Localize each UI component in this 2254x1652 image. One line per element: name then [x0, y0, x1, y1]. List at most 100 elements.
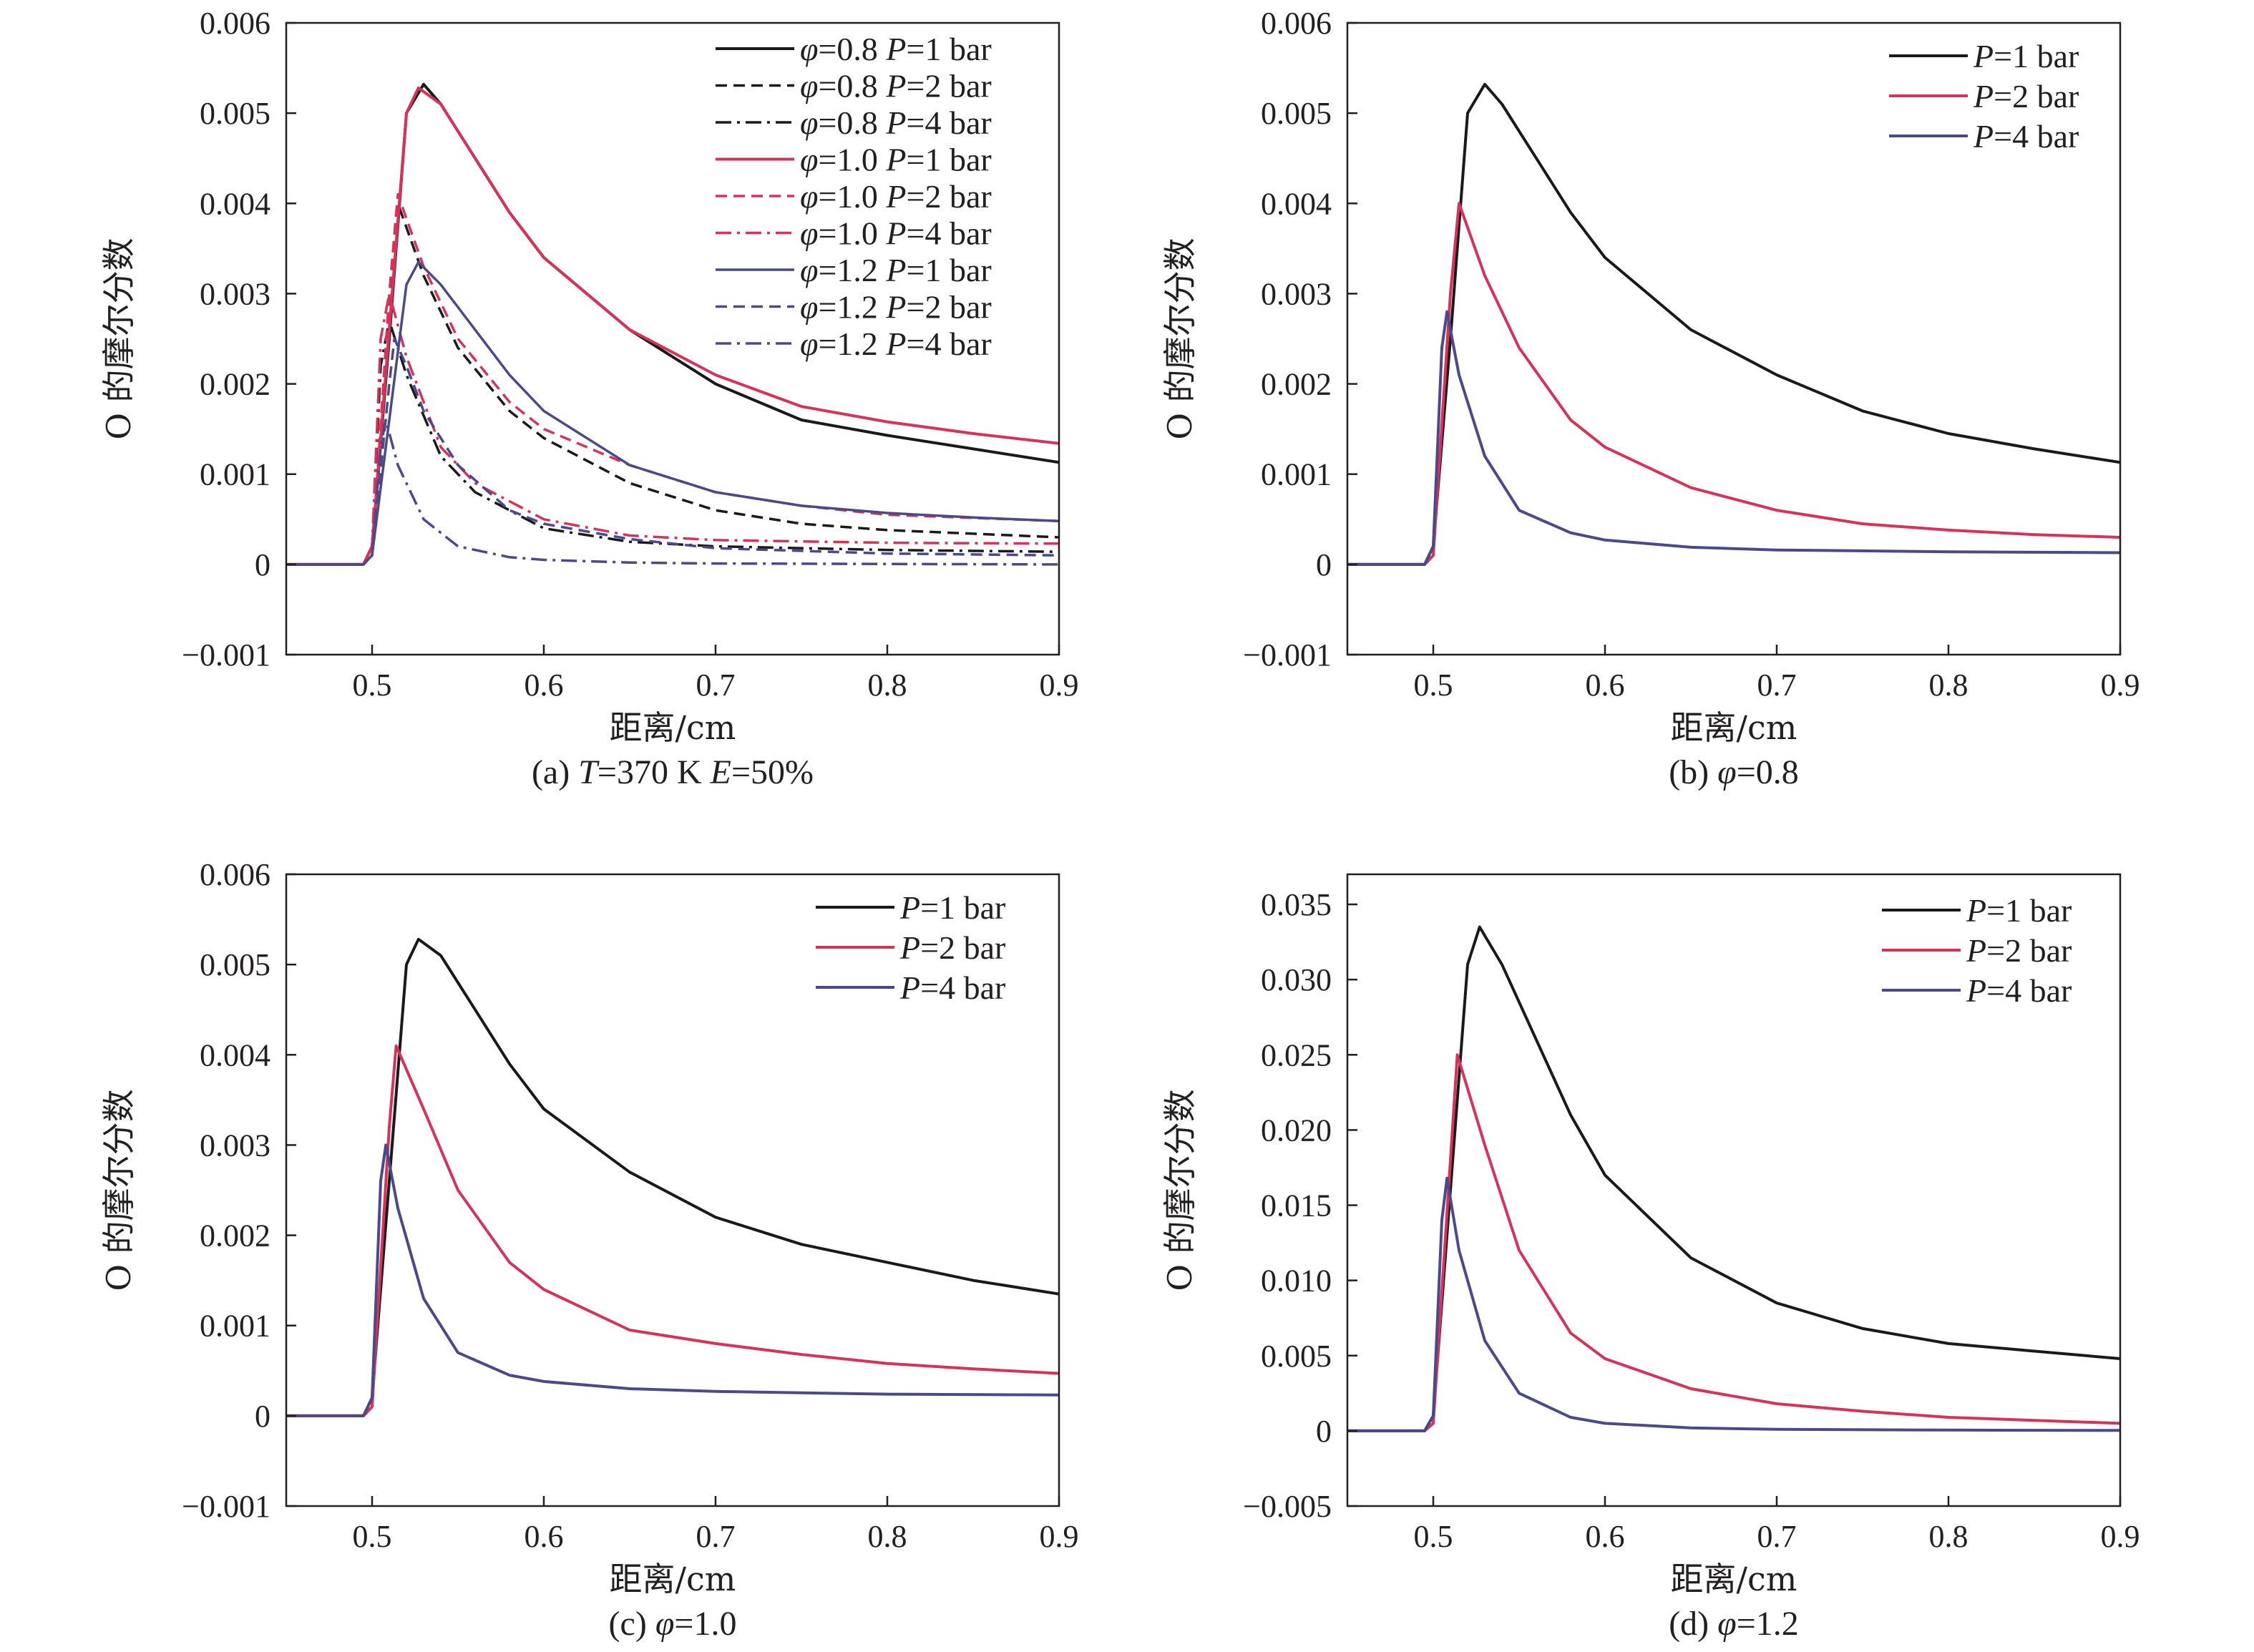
- y-tick-label: −0.001: [182, 637, 270, 673]
- y-tick-label: 0.030: [1261, 962, 1332, 997]
- x-tick-label: 0.6: [525, 1519, 564, 1554]
- y-tick-label: 0.025: [1261, 1037, 1332, 1072]
- x-tick-label: 0.7: [1757, 668, 1797, 703]
- y-tick-label: 0: [1316, 547, 1332, 582]
- x-tick-label: 0.9: [2101, 1519, 2140, 1554]
- x-tick-label: 0.5: [1414, 668, 1453, 703]
- y-tick-label: 0.005: [200, 947, 270, 982]
- series-group: [1347, 82, 2120, 566]
- series-line-9: [286, 419, 1059, 566]
- series-line-3: [1347, 1176, 2120, 1432]
- y-axis-label: O 的摩尔分数: [1161, 238, 1199, 439]
- series-line-3: [286, 1143, 1059, 1417]
- legend: P=1 bar P=2 bar P=4 bar: [1889, 38, 2079, 155]
- y-axis-label: O 的摩尔分数: [99, 1089, 138, 1291]
- y-tick-label: 0.004: [200, 186, 270, 221]
- legend-entry: P=2 bar: [899, 929, 1005, 966]
- y-tick-label: 0: [255, 547, 270, 582]
- x-axis-label: 距离/cm: [610, 1560, 736, 1598]
- series-line-2: [286, 1044, 1059, 1417]
- y-tick-label: 0.002: [200, 1218, 270, 1253]
- y-tick-label: 0.005: [200, 96, 270, 131]
- y-tick-label: 0.020: [1261, 1113, 1332, 1148]
- y-tick-label: 0.035: [1261, 887, 1332, 922]
- y-tick-label: 0.005: [1261, 96, 1332, 131]
- y-tick-label: 0.003: [1261, 276, 1332, 311]
- y-tick-label: 0.006: [200, 6, 270, 41]
- legend-entry: φ=1.0 P=4 bar: [800, 215, 992, 252]
- x-tick-label: 0.8: [868, 1519, 907, 1554]
- x-tick-label: 0.8: [1929, 668, 1968, 703]
- series-group: [286, 937, 1059, 1417]
- y-tick-label: 0.006: [200, 857, 270, 892]
- y-axis-label: O 的摩尔分数: [1161, 1089, 1199, 1291]
- panel-caption: (b) φ=0.8: [1669, 753, 1799, 791]
- plot-frame: [1346, 873, 2122, 1507]
- series-group: [1347, 925, 2120, 1432]
- y-tick-label: 0.002: [200, 367, 270, 402]
- chart-panel-a: 0.5 0.6 0.7 0.8 0.9 −0.001 0 0.001 0.002 0.003 0.0…: [99, 6, 1079, 791]
- legend-entry: φ=0.8 P=4 bar: [800, 104, 992, 141]
- x-tick-label: 0.7: [1757, 1519, 1797, 1554]
- series-line-7: [286, 260, 1059, 566]
- x-tick-label: 0.6: [1586, 668, 1625, 703]
- y-tick-label: 0: [255, 1399, 270, 1434]
- legend-entry: φ=1.2 P=1 bar: [800, 252, 992, 288]
- y-tick-label: 0.004: [200, 1037, 270, 1072]
- y-tick-label: −0.001: [182, 1489, 270, 1524]
- series-line-3: [1347, 310, 2120, 566]
- x-tick-label: 0.5: [353, 1519, 392, 1554]
- legend-entry: P=4 bar: [1966, 972, 2072, 1009]
- legend-entry: P=2 bar: [1973, 78, 2079, 114]
- series-line-2: [1347, 1053, 2120, 1432]
- legend-entry: φ=1.2 P=2 bar: [800, 289, 992, 326]
- series-line-2: [1347, 202, 2120, 566]
- x-tick-label: 0.8: [868, 668, 907, 703]
- x-tick-label: 0.9: [1040, 1519, 1079, 1554]
- y-tick-label: 0.001: [1261, 457, 1332, 492]
- legend-entry: P=1 bar: [899, 889, 1005, 926]
- chart-panel-c: 0.5 0.6 0.7 0.8 0.9 −0.001 0 0.001 0.002 0.003 0.0…: [99, 857, 1079, 1643]
- y-tick-label: 0.002: [1261, 367, 1332, 402]
- series-line-1: [1347, 82, 2120, 566]
- legend-entry: φ=1.2 P=4 bar: [800, 326, 992, 362]
- y-tick-label: −0.001: [1243, 637, 1332, 673]
- panel-caption: (d) φ=1.2: [1669, 1605, 1799, 1643]
- x-tick-label: 0.8: [1929, 1519, 1968, 1554]
- x-tick-label: 0.5: [353, 668, 392, 703]
- x-axis-label: 距离/cm: [1671, 1560, 1797, 1598]
- plot-frame: [285, 21, 1060, 656]
- y-tick-label: 0.005: [1261, 1339, 1332, 1374]
- y-tick-label: 0.003: [200, 276, 270, 311]
- x-axis-label: 距离/cm: [610, 708, 736, 747]
- legend-entry: P=2 bar: [1966, 932, 2072, 969]
- panel-caption: (a) T=370 K E=50%: [532, 753, 814, 791]
- legend-entry: P=1 bar: [1966, 892, 2072, 929]
- y-tick-label: 0.010: [1261, 1264, 1332, 1299]
- series-line-8: [286, 337, 1059, 566]
- x-tick-label: 0.7: [696, 668, 736, 703]
- y-tick-label: 0.004: [1261, 186, 1332, 221]
- legend-entry: P=1 bar: [1973, 38, 2079, 74]
- y-tick-label: 0: [1316, 1414, 1332, 1449]
- plot-frame: [285, 873, 1060, 1507]
- legend-entry: P=4 bar: [1973, 118, 2079, 155]
- legend-entry: φ=1.0 P=2 bar: [800, 178, 992, 215]
- legend-entry: φ=0.8 P=1 bar: [800, 31, 992, 67]
- y-tick-label: 0.001: [200, 457, 270, 492]
- series-line-1: [286, 937, 1059, 1417]
- legend-entry: φ=1.0 P=1 bar: [800, 142, 992, 178]
- y-tick-label: 0.006: [1261, 6, 1332, 41]
- x-tick-label: 0.7: [696, 1519, 736, 1554]
- x-tick-label: 0.9: [1040, 668, 1079, 703]
- chart-panel-d: 0.5 0.6 0.7 0.8 0.9 −0.005 0 0.005 0.010 0.015 0.0…: [1161, 873, 2140, 1643]
- y-tick-label: 0.001: [200, 1309, 270, 1344]
- x-tick-label: 0.6: [525, 668, 564, 703]
- legend-entry: P=4 bar: [899, 969, 1005, 1006]
- plot-frame: [1346, 21, 2122, 656]
- y-axis-label: O 的摩尔分数: [99, 238, 138, 439]
